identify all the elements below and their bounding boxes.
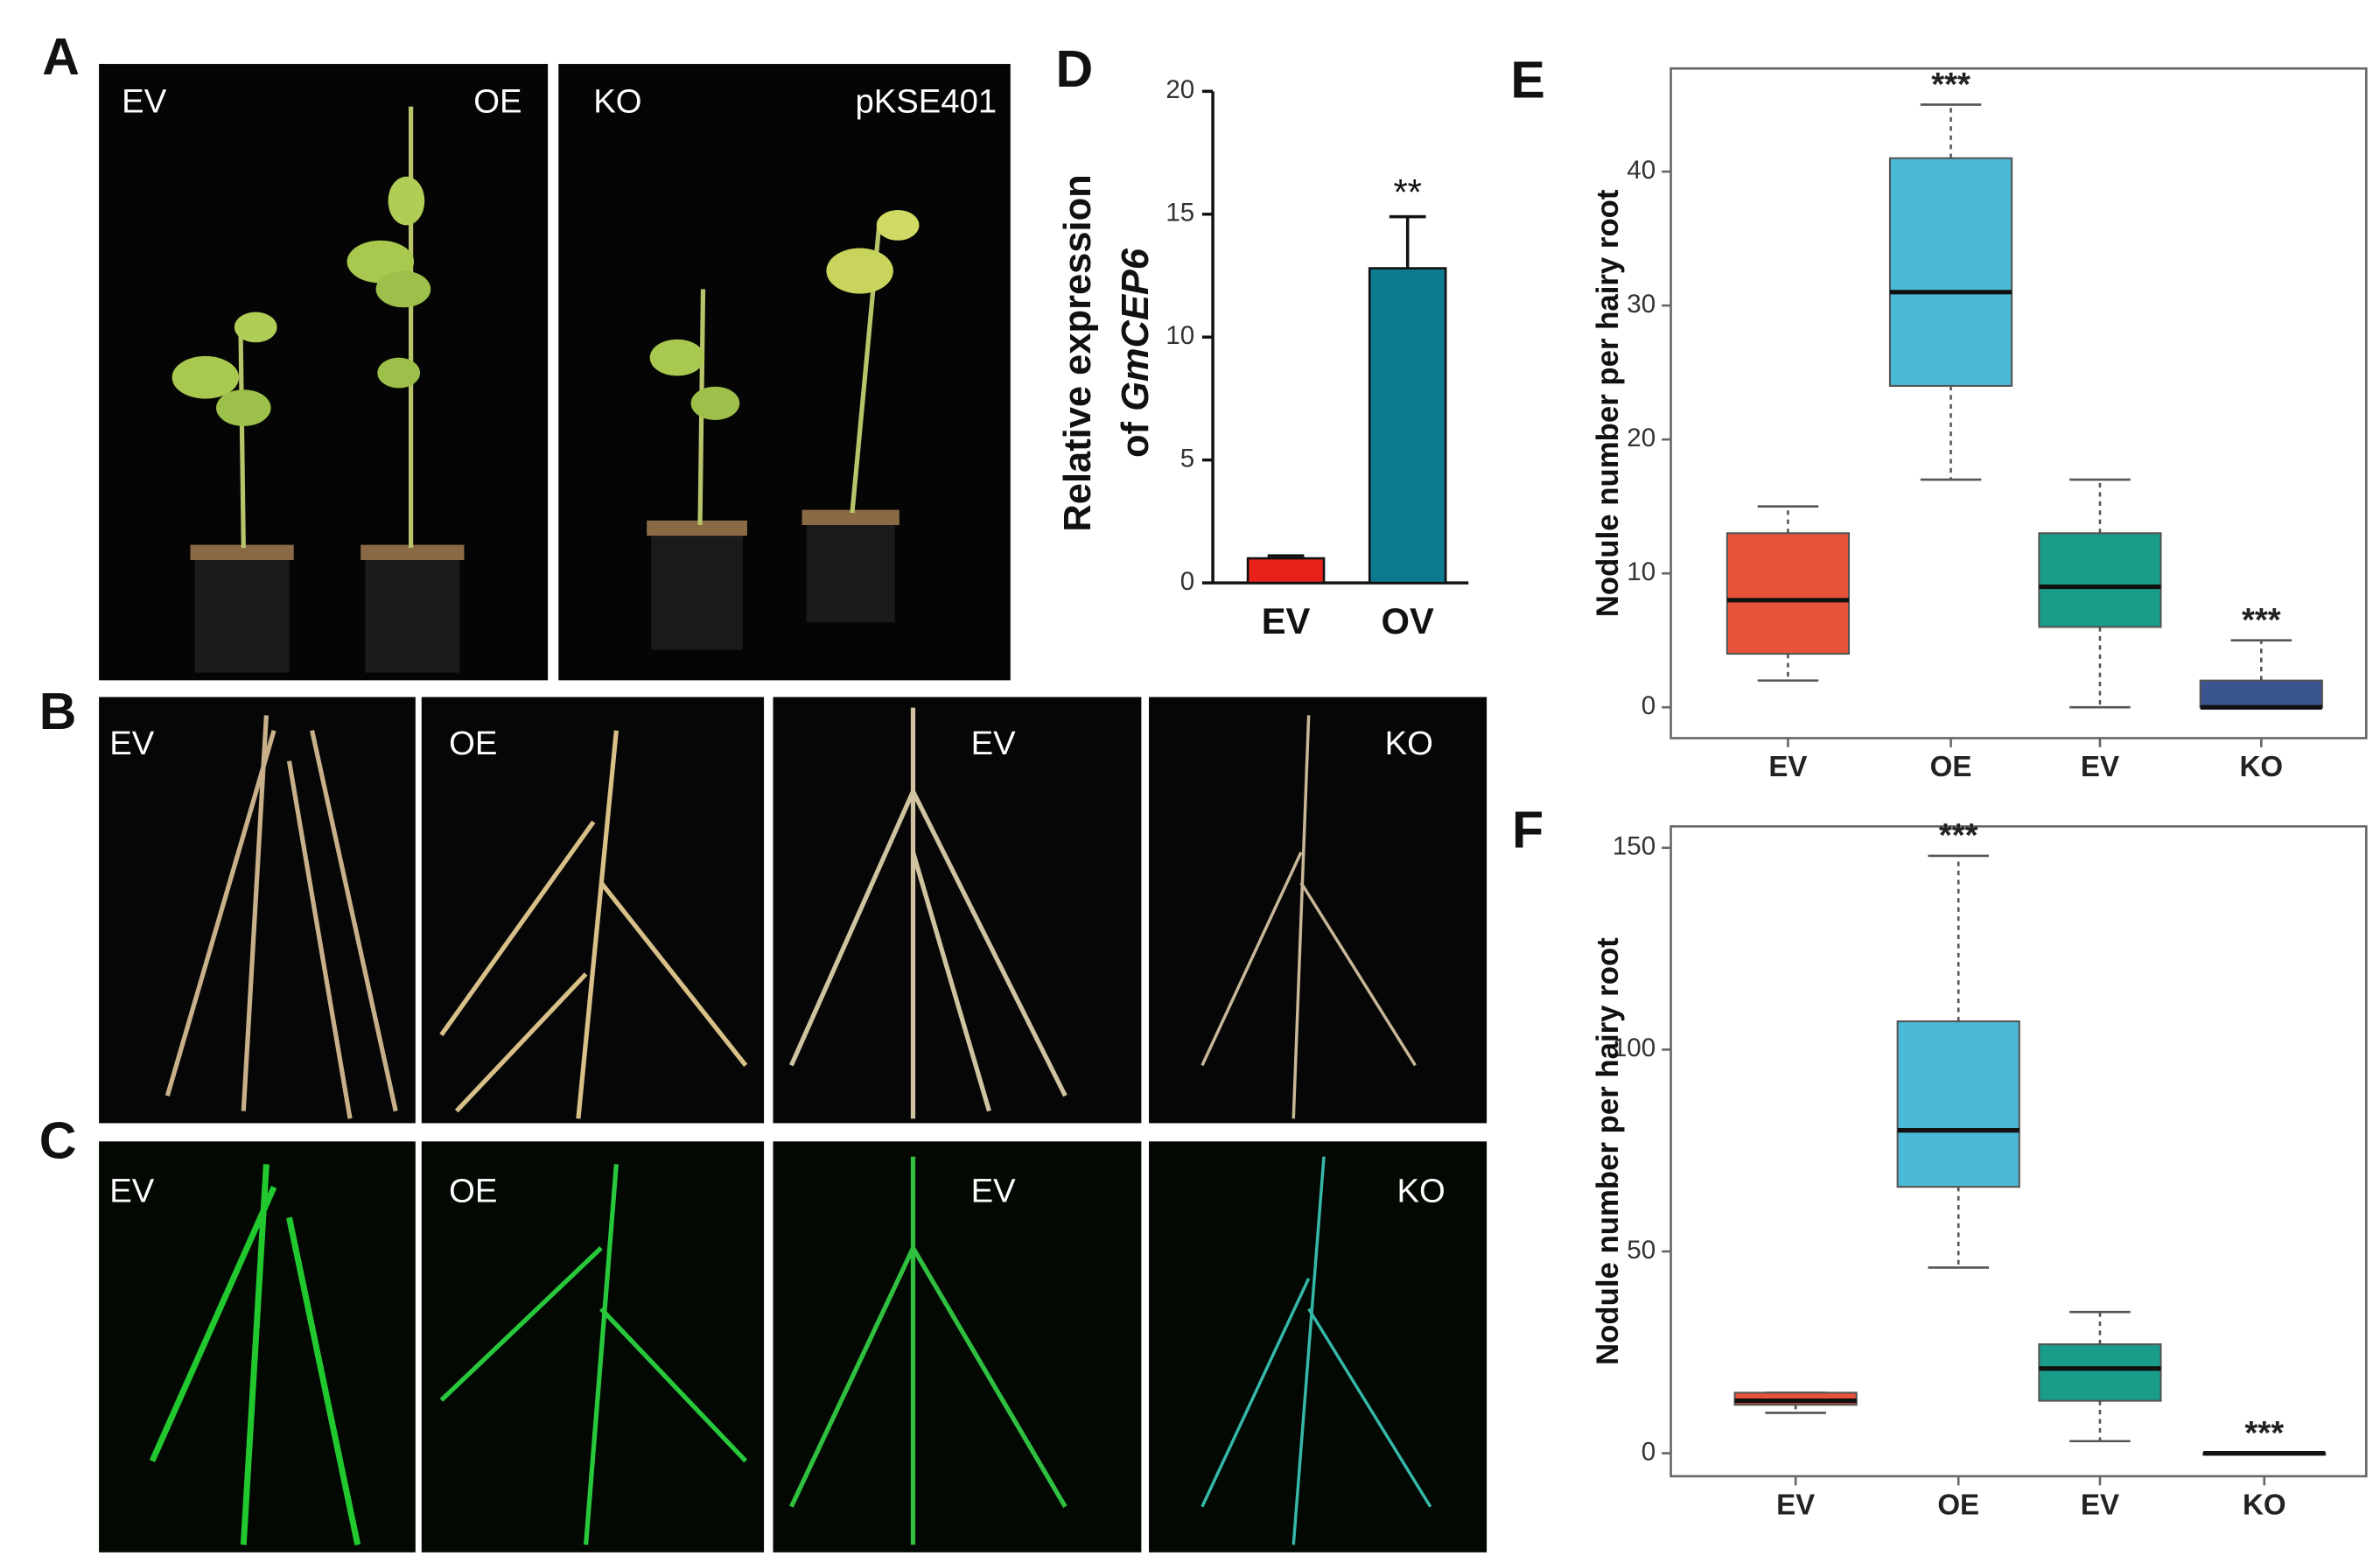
y-tick-label: 0 [1642,1437,1656,1466]
y-tick-label: 5 [1180,444,1194,473]
x-tick-label: EV [1262,600,1311,641]
photo [773,1141,1142,1552]
y-tick-label: 10 [1166,321,1194,350]
panel-label: F [1512,801,1544,859]
photo-label: EV [971,1173,1017,1210]
y-tick-label: 40 [1627,156,1656,185]
significance: *** [1931,66,1970,103]
y-tick-label: 50 [1627,1236,1656,1265]
photo-label: EV [109,725,155,762]
box [1896,1020,2020,1188]
significance: *** [1939,817,1978,854]
panel-labels: A B C D E F [39,27,1545,1169]
y-axis-label-gene: GmCEP6 [1115,248,1157,411]
plot-frame [1670,824,2368,1478]
x-tick-label: OE [1930,751,1972,783]
x-tick-label: KO [2240,751,2284,783]
photo-label: KO [1397,1173,1446,1210]
plot-frame [1670,67,2368,739]
photo-label: OE [449,725,497,762]
plants [149,106,1432,1545]
bar [1246,557,1326,585]
y-tick-label: 15 [1166,199,1194,228]
panel-label: B [39,682,77,740]
y-axis-label-line: Relative expression [1057,174,1099,531]
significance: *** [2242,601,2281,639]
y-tick-label: 0 [1642,691,1656,720]
y-axis-label: Nodule number per hairy root [1592,189,1625,617]
photo-label: OE [449,1173,497,1210]
box [2038,532,2162,628]
x-tick-label: OE [1937,1489,1979,1521]
photo [773,697,1142,1124]
significance: *** [2244,1414,2284,1452]
x-tick-label: EV [2081,1489,2119,1521]
panel-label: D [1055,39,1093,98]
photo [99,64,549,681]
x-tick-label: EV [1776,1489,1815,1521]
photo-labels: EV OE KO pKSE401 EV OE EV KO EV OE EV KO [109,82,1445,1209]
photo [421,697,765,1124]
y-tick-label: 30 [1627,290,1656,319]
photo-label: EV [971,725,1017,762]
y-tick-label: 150 [1613,832,1656,861]
box [2038,1343,2162,1402]
panel-label: A [42,27,80,86]
panel-label: C [39,1111,77,1169]
bar [1368,267,1447,585]
charts: 0 5 10 15 20 EV OV ** Relative expression of GmCE… [1057,66,2368,1521]
photos [99,64,1488,1552]
y-tick-label: 0 [1180,567,1194,596]
photo-label: OE [473,82,522,120]
y-axis-label: Relative expression [1057,174,1099,531]
photo [1149,1141,1488,1552]
y-tick-label: 20 [1166,75,1194,104]
y-tick-label: 20 [1627,424,1656,452]
y-tick-label: 100 [1613,1034,1656,1062]
x-tick-label: KO [2243,1489,2286,1521]
box [1726,532,1851,655]
x-tick-label: OV [1382,600,1434,641]
y-axis-label: Nodule number per hairy root [1592,937,1625,1365]
y-tick-label: 10 [1627,557,1656,586]
photo [558,64,1011,681]
y-axis-label: of GmCEP6 [1115,248,1157,458]
x-tick-label: EV [2081,751,2119,783]
significance: ** [1393,172,1421,213]
photo-label: KO [593,82,641,120]
photo-label: pKSE401 [856,82,998,120]
box [2199,679,2323,709]
photo-label: EV [122,82,167,120]
panel-label: E [1510,50,1544,109]
y-axis-label-prefix: of [1115,421,1157,458]
photo-label: KO [1385,725,1433,762]
x-tick-label: EV [1768,751,1807,783]
photo-label: EV [109,1173,155,1210]
box [1888,157,2013,387]
